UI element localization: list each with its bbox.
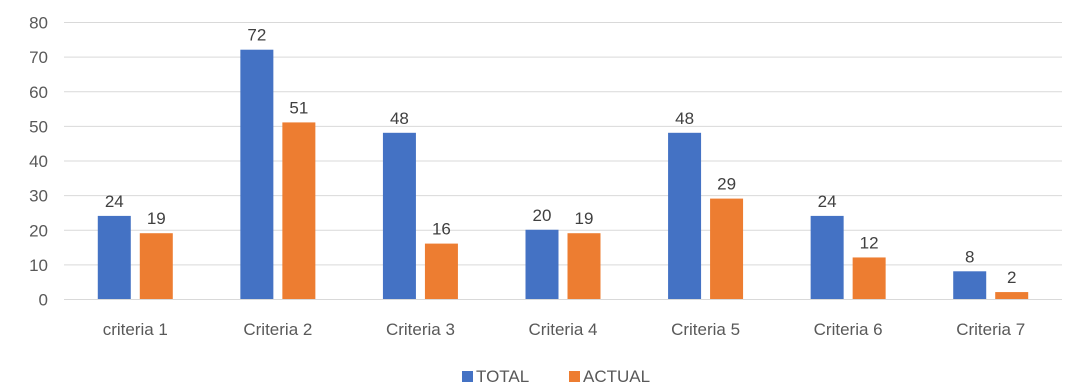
bar-total-6 (810, 215, 844, 299)
bar-actual-1 (139, 233, 173, 299)
y-tick-label: 60 (29, 83, 48, 102)
data-label-total-1: 24 (105, 192, 124, 211)
bar-actual-6 (852, 257, 886, 299)
bar-total-3 (382, 132, 416, 299)
bar-actual-3 (424, 243, 458, 299)
y-tick-label: 30 (29, 187, 48, 206)
y-tick-label: 40 (29, 152, 48, 171)
data-labels: 24 19 72 51 48 16 20 19 48 29 24 12 8 2 (105, 26, 1017, 287)
y-tick-label: 20 (29, 221, 48, 240)
x-category-label: criteria 1 (103, 320, 168, 339)
y-tick-label: 80 (29, 14, 48, 33)
legend-label-total: TOTAL (476, 367, 529, 386)
bar-total-4 (525, 229, 559, 299)
x-category-label: Criteria 6 (814, 320, 883, 339)
data-label-actual-7: 2 (1007, 268, 1016, 287)
x-category-label: Criteria 5 (671, 320, 740, 339)
bar-total-2 (240, 49, 274, 300)
y-tick-label: 0 (39, 291, 48, 310)
legend-swatch-actual (569, 371, 580, 382)
y-tick-label: 70 (29, 48, 48, 67)
data-label-total-7: 8 (965, 247, 974, 266)
data-label-actual-5: 29 (717, 175, 736, 194)
x-category-label: Criteria 4 (529, 320, 598, 339)
bar-actual-5 (710, 198, 744, 299)
bar-total-7 (953, 271, 987, 299)
bar-total-1 (97, 215, 131, 299)
data-label-total-4: 20 (533, 206, 552, 225)
data-label-total-5: 48 (675, 109, 694, 128)
bars (97, 49, 1029, 300)
y-tick-label: 50 (29, 117, 48, 136)
data-label-actual-3: 16 (432, 220, 451, 239)
data-label-actual-2: 51 (289, 98, 308, 117)
bar-actual-7 (995, 292, 1029, 299)
legend-swatch-total (462, 371, 473, 382)
y-axis-ticks: 0 10 20 30 40 50 60 70 80 (29, 14, 48, 310)
bar-total-5 (668, 132, 702, 299)
x-axis-categories: criteria 1 Criteria 2 Criteria 3 Criteria 4… (103, 320, 1026, 339)
bar-actual-4 (567, 233, 601, 299)
gridlines (64, 22, 1062, 300)
data-label-total-3: 48 (390, 109, 409, 128)
x-category-label: Criteria 7 (956, 320, 1025, 339)
bar-actual-2 (282, 122, 316, 299)
legend: TOTAL ACTUAL (462, 367, 650, 386)
data-label-total-2: 72 (247, 26, 266, 45)
data-label-actual-1: 19 (147, 209, 166, 228)
data-label-total-6: 24 (818, 192, 837, 211)
data-label-actual-6: 12 (860, 233, 879, 252)
x-category-label: Criteria 2 (243, 320, 312, 339)
x-category-label: Criteria 3 (386, 320, 455, 339)
data-label-actual-4: 19 (575, 209, 594, 228)
legend-label-actual: ACTUAL (583, 367, 650, 386)
y-tick-label: 10 (29, 256, 48, 275)
